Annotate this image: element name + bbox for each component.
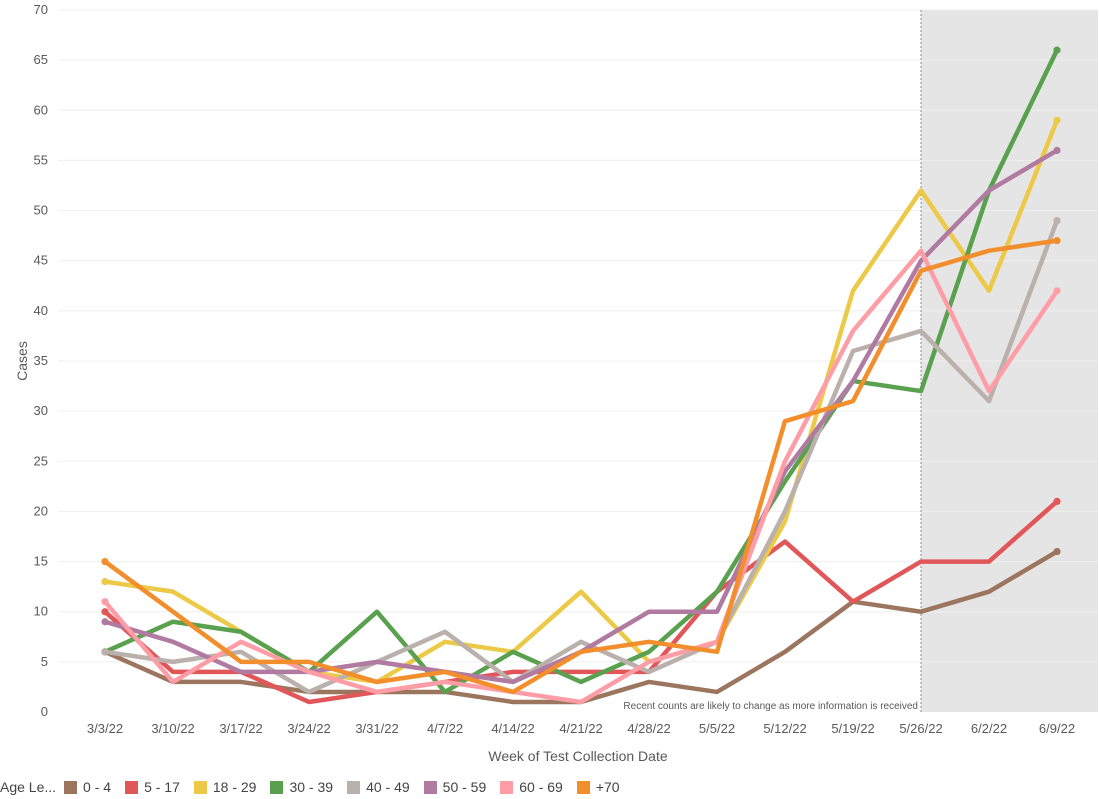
- legend-item[interactable]: 50 - 59: [423, 779, 487, 795]
- line-chart: 0 5 10 15 20 25 30 35 40 45 50 55 60 65 70 3/3/22 3/10/…: [14, 2, 1098, 764]
- legend-label: 40 - 49: [366, 779, 410, 795]
- y-tick-label: 50: [34, 203, 48, 218]
- legend-item[interactable]: 5 - 17: [125, 779, 180, 795]
- x-tick-label: 4/21/22: [559, 721, 602, 736]
- x-tick-label: 3/24/22: [287, 721, 330, 736]
- legend-label: 50 - 59: [442, 779, 487, 795]
- legend-label: 30 - 39: [289, 779, 334, 795]
- series-line--70[interactable]: [102, 238, 1060, 695]
- x-tick-label: 3/31/22: [355, 721, 398, 736]
- legend-swatch: [270, 780, 284, 794]
- y-tick-label: 10: [34, 604, 48, 619]
- x-tick-label: 5/19/22: [831, 721, 874, 736]
- data-point[interactable]: [1053, 46, 1061, 54]
- legend-label: 18 - 29: [212, 779, 257, 795]
- x-tick-label: 3/3/22: [87, 721, 123, 736]
- gridlines: [58, 9, 1098, 663]
- data-point[interactable]: [101, 557, 109, 566]
- legend-label: +70: [595, 779, 620, 795]
- x-axis-ticks: 3/3/22 3/10/22 3/17/22 3/24/22 3/31/22 4/7/22…: [87, 721, 1075, 736]
- legend-swatch: [500, 780, 514, 794]
- legend-item[interactable]: 18 - 29: [193, 779, 257, 795]
- x-tick-label: 4/28/22: [627, 721, 670, 736]
- legend-swatch: [125, 780, 139, 794]
- y-tick-label: 40: [34, 303, 48, 318]
- x-tick-label: 5/12/22: [763, 721, 806, 736]
- legend-swatch: [64, 780, 78, 794]
- x-tick-label: 4/14/22: [491, 721, 534, 736]
- legend-swatch: [576, 780, 590, 794]
- data-point[interactable]: [101, 578, 109, 586]
- series-line-30-39[interactable]: [102, 47, 1060, 695]
- x-axis-title: Week of Test Collection Date: [488, 748, 667, 764]
- legend-label: 0 - 4: [83, 779, 112, 795]
- legend-item[interactable]: 40 - 49: [347, 779, 410, 795]
- x-tick-label: 6/2/22: [971, 721, 1007, 736]
- legend-swatch: [423, 780, 437, 794]
- y-tick-label: 25: [34, 453, 48, 468]
- data-point[interactable]: [1053, 547, 1061, 556]
- x-tick-label: 6/9/22: [1039, 721, 1075, 736]
- series-lines: [101, 46, 1061, 705]
- data-point[interactable]: [101, 618, 109, 626]
- x-tick-label: 3/17/22: [219, 721, 262, 736]
- legend-title: Age Le...: [0, 779, 57, 795]
- legend-label: 60 - 69: [519, 779, 563, 795]
- data-point[interactable]: [1053, 497, 1061, 505]
- legend-item[interactable]: 30 - 39: [270, 779, 333, 795]
- data-point[interactable]: [1053, 217, 1061, 225]
- legend-swatch: [193, 780, 207, 794]
- x-tick-label: 5/26/22: [899, 721, 942, 736]
- y-axis-ticks: 0 5 10 15 20 25 30 35 40 45 50 55 60 65 70: [34, 2, 48, 719]
- data-point[interactable]: [1053, 116, 1061, 124]
- y-tick-label: 30: [34, 403, 48, 418]
- y-tick-label: 5: [41, 654, 48, 669]
- y-tick-label: 70: [34, 2, 48, 17]
- y-tick-label: 15: [34, 554, 48, 569]
- series-line-40-49[interactable]: [102, 218, 1060, 695]
- y-tick-label: 55: [34, 152, 48, 167]
- series-line-18-29[interactable]: [102, 118, 1060, 685]
- y-tick-label: 35: [34, 353, 48, 368]
- legend: Age Le... 0 - 4 5 - 17 18 - 29 30 - 39 40 - …: [0, 778, 634, 796]
- legend-swatch: [347, 780, 361, 794]
- data-point[interactable]: [1053, 146, 1061, 154]
- legend-item[interactable]: 0 - 4: [64, 779, 111, 795]
- series-line-50-59[interactable]: [102, 148, 1060, 685]
- y-tick-label: 65: [34, 52, 48, 67]
- x-tick-label: 4/7/22: [427, 721, 463, 736]
- y-tick-label: 45: [34, 253, 48, 268]
- data-point[interactable]: [101, 608, 109, 616]
- y-tick-label: 60: [34, 102, 48, 117]
- y-axis-title: Cases: [14, 341, 30, 381]
- y-tick-label: 0: [41, 704, 48, 719]
- legend-label: 5 - 17: [144, 779, 180, 795]
- legend-item[interactable]: 60 - 69: [500, 779, 563, 795]
- data-point[interactable]: [1053, 287, 1061, 295]
- data-point[interactable]: [101, 648, 109, 656]
- x-tick-label: 3/10/22: [151, 721, 194, 736]
- legend-item[interactable]: +70: [576, 779, 620, 795]
- annotation-note: Recent counts are likely to change as mo…: [623, 701, 918, 712]
- series-line-0-4[interactable]: [102, 549, 1060, 705]
- series-line-5-17[interactable]: [102, 499, 1060, 705]
- data-point[interactable]: [1053, 237, 1061, 245]
- series-line-60-69[interactable]: [102, 248, 1060, 705]
- data-point[interactable]: [101, 598, 109, 606]
- y-tick-label: 20: [34, 503, 48, 518]
- x-tick-label: 5/5/22: [699, 721, 735, 736]
